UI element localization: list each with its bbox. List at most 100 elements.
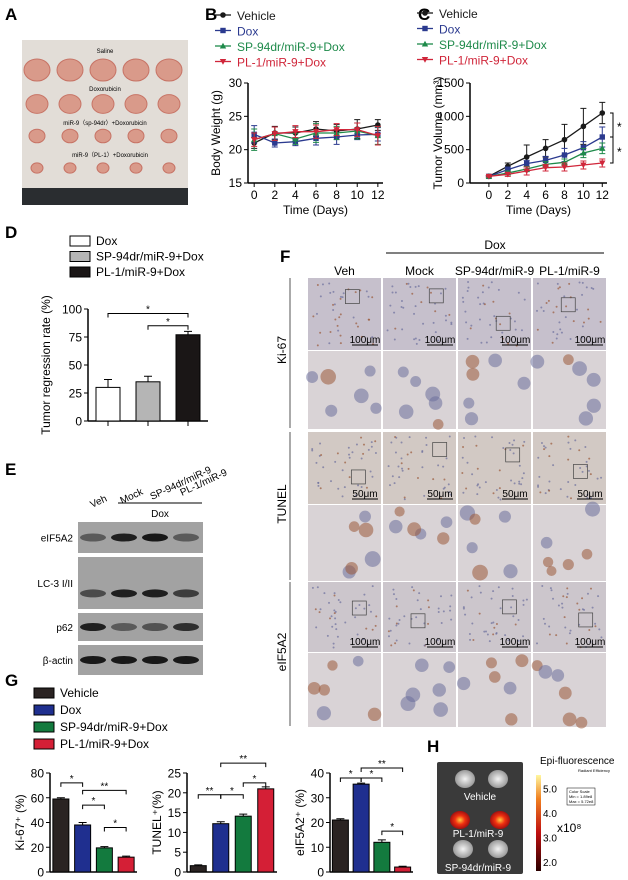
- cell: [397, 465, 400, 468]
- cell: [400, 462, 403, 465]
- cell: [412, 589, 415, 592]
- cell: [428, 396, 443, 410]
- cell: [367, 318, 370, 321]
- data-point: [561, 152, 568, 158]
- cell: [493, 626, 496, 629]
- cell: [565, 642, 568, 645]
- cell: [371, 628, 374, 631]
- cell: [416, 599, 419, 602]
- cell: [348, 456, 351, 459]
- cell: [448, 435, 451, 438]
- cell: [567, 435, 570, 438]
- cell: [513, 482, 516, 485]
- bar: [394, 866, 412, 873]
- legend-swatch: [33, 687, 55, 699]
- cell: [541, 585, 544, 588]
- legend-label: SP-94dr/miR-9+Dox: [237, 40, 345, 54]
- cell: [492, 300, 495, 303]
- cell: [337, 487, 340, 490]
- cell: [401, 467, 404, 470]
- data-point: [292, 129, 299, 135]
- y-tick-label: 20: [168, 786, 182, 800]
- cell: [403, 615, 406, 618]
- cell: [433, 702, 448, 717]
- tumor: [122, 58, 150, 82]
- zoom-region-box: [432, 442, 448, 457]
- cell: [482, 284, 485, 287]
- legend-label: PL-1/miR-9+Dox: [60, 737, 149, 751]
- photo-label-saline: Saline: [97, 49, 114, 55]
- cell: [394, 327, 397, 330]
- x-tick-label: 8: [333, 188, 340, 202]
- cell: [469, 513, 481, 525]
- cell: [495, 488, 498, 491]
- cell: [408, 642, 411, 645]
- cell: [339, 313, 342, 316]
- cell: [364, 551, 381, 567]
- cell: [578, 411, 594, 426]
- tumor-signal: [453, 840, 473, 858]
- cell: [360, 485, 363, 488]
- zoom-region-box: [573, 464, 588, 479]
- cell: [432, 419, 444, 430]
- blot-strip: [78, 557, 203, 609]
- cell: [432, 478, 435, 481]
- cell: [464, 613, 467, 616]
- cell: [470, 324, 473, 327]
- cell: [587, 340, 590, 343]
- cell: [491, 436, 494, 439]
- cell: [548, 480, 551, 483]
- tumor-photo: Saline Doxorubicin miR-9（sp-94dr）+Doxoru…: [22, 40, 188, 205]
- cell: [479, 303, 482, 306]
- significance-label: *: [92, 796, 96, 807]
- significance-label: *: [113, 818, 117, 829]
- cell: [397, 366, 409, 378]
- cell: [542, 556, 554, 568]
- cell: [315, 461, 318, 464]
- colorbar-tick: 4.0: [543, 809, 557, 820]
- legend-marker: [421, 57, 429, 63]
- ihc-overview-image: [458, 278, 531, 350]
- cell: [362, 443, 365, 446]
- significance-label: *: [253, 774, 257, 785]
- legend-marker: [422, 25, 428, 32]
- cell: [562, 558, 574, 571]
- cell: [476, 493, 479, 496]
- significance-label: *: [390, 822, 394, 833]
- data-point: [599, 160, 606, 167]
- legend-label: Vehicle: [237, 9, 276, 23]
- cell: [356, 325, 359, 328]
- cell: [365, 290, 368, 293]
- blot-band: [80, 533, 106, 542]
- error-bar: [184, 330, 192, 335]
- cell: [591, 606, 594, 609]
- cell: [387, 465, 390, 468]
- column-label: SP-94dr/miR-9: [455, 264, 535, 278]
- data-point: [580, 144, 587, 151]
- cell: [354, 616, 357, 619]
- data-point: [599, 110, 606, 116]
- tumor-signal: [455, 770, 475, 788]
- cell: [411, 586, 414, 589]
- ihc-overview-image: [383, 278, 456, 350]
- cell: [483, 303, 486, 306]
- cell: [359, 289, 362, 292]
- y-tick-label: 1000: [437, 109, 464, 123]
- cell: [518, 464, 521, 467]
- significance-bracket: [103, 826, 127, 832]
- ihc-overview-image: [308, 278, 381, 350]
- x-tick-label: 12: [596, 188, 610, 202]
- cell: [581, 470, 584, 473]
- y-tick-label: 500: [444, 143, 464, 157]
- cell: [487, 286, 490, 289]
- cell: [548, 489, 551, 492]
- cell: [504, 634, 507, 637]
- cell: [599, 320, 602, 323]
- cell: [332, 646, 335, 649]
- cell: [547, 299, 550, 302]
- ihc-overview-image: [458, 432, 531, 504]
- cell: [471, 622, 474, 625]
- cell: [333, 609, 336, 612]
- cell: [465, 354, 480, 369]
- cell: [358, 604, 361, 607]
